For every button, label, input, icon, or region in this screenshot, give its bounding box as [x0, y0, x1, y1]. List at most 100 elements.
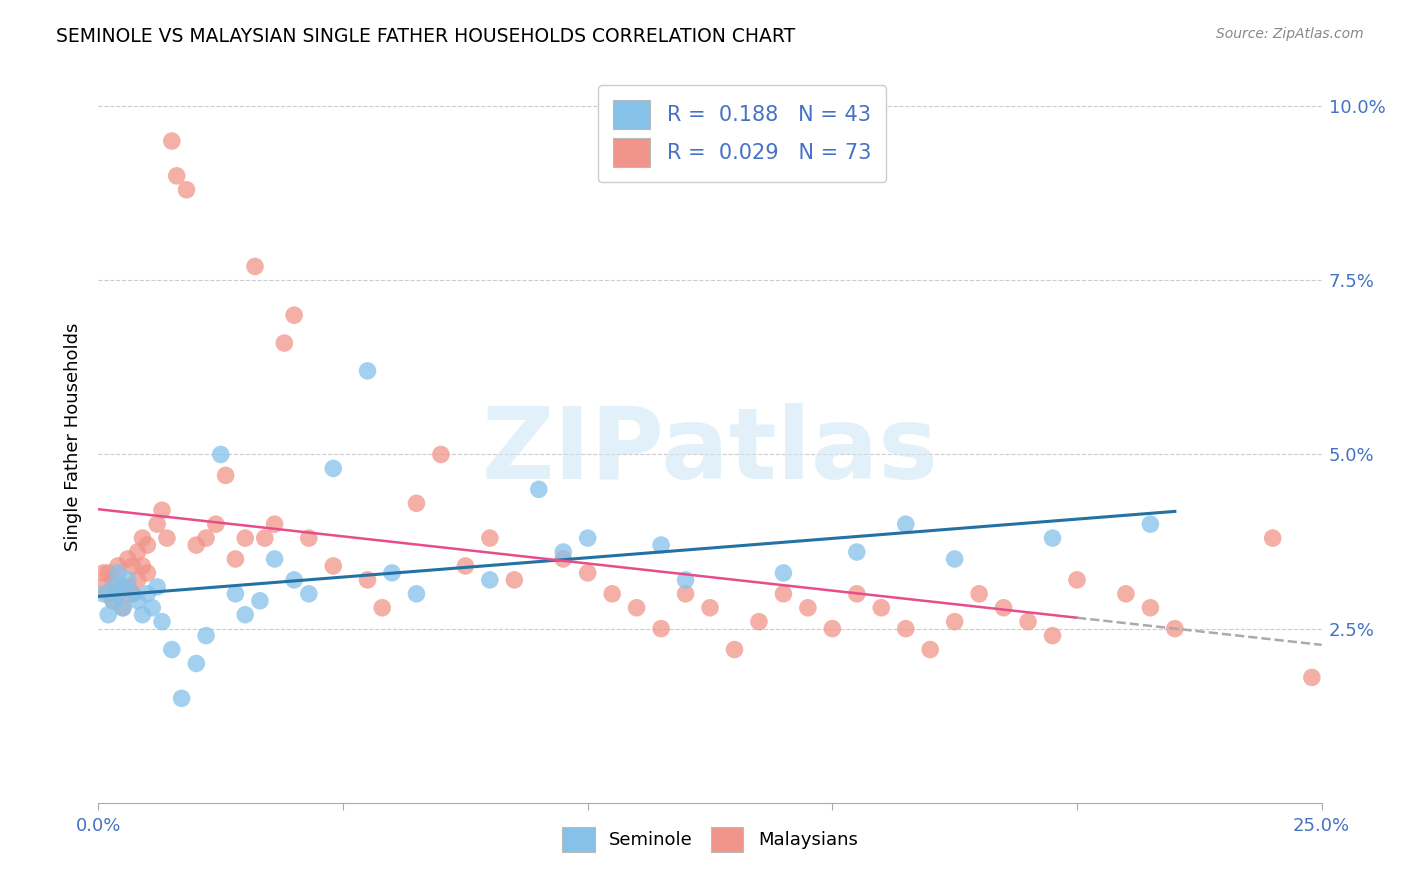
- Point: [121, 587, 143, 601]
- Point: [233, 531, 256, 545]
- Point: [224, 587, 246, 601]
- Point: [1139, 600, 1161, 615]
- Point: [214, 468, 236, 483]
- Point: [243, 260, 266, 274]
- Point: [298, 531, 321, 545]
- Point: [322, 558, 344, 573]
- Point: [478, 531, 501, 545]
- Point: [845, 587, 868, 601]
- Point: [127, 594, 149, 608]
- Point: [101, 594, 124, 608]
- Point: [136, 566, 159, 580]
- Point: [870, 600, 893, 615]
- Point: [101, 580, 124, 594]
- Point: [748, 615, 770, 629]
- Point: [150, 503, 173, 517]
- Point: [356, 364, 378, 378]
- Legend: Seminole, Malaysians: Seminole, Malaysians: [555, 820, 865, 860]
- Point: [97, 607, 120, 622]
- Point: [1042, 629, 1064, 643]
- Point: [186, 538, 208, 552]
- Point: [195, 629, 218, 643]
- Text: SEMINOLE VS MALAYSIAN SINGLE FATHER HOUSEHOLDS CORRELATION CHART: SEMINOLE VS MALAYSIAN SINGLE FATHER HOUS…: [56, 27, 796, 45]
- Point: [626, 600, 648, 615]
- Point: [298, 587, 321, 601]
- Point: [845, 545, 868, 559]
- Point: [1261, 531, 1284, 545]
- Point: [195, 531, 218, 545]
- Point: [107, 587, 129, 601]
- Point: [131, 558, 153, 573]
- Point: [127, 545, 149, 559]
- Point: [675, 587, 697, 601]
- Point: [107, 587, 129, 601]
- Point: [186, 657, 208, 671]
- Point: [136, 587, 159, 601]
- Point: [405, 587, 427, 601]
- Point: [920, 642, 942, 657]
- Point: [894, 622, 917, 636]
- Point: [91, 580, 114, 594]
- Point: [263, 552, 285, 566]
- Point: [131, 531, 153, 545]
- Point: [797, 600, 820, 615]
- Point: [371, 600, 394, 615]
- Point: [1139, 517, 1161, 532]
- Point: [772, 566, 794, 580]
- Point: [322, 461, 344, 475]
- Point: [111, 600, 134, 615]
- Point: [170, 691, 193, 706]
- Point: [1017, 615, 1039, 629]
- Point: [675, 573, 697, 587]
- Point: [117, 580, 139, 594]
- Point: [1066, 573, 1088, 587]
- Point: [1164, 622, 1187, 636]
- Point: [176, 183, 198, 197]
- Point: [131, 607, 153, 622]
- Point: [160, 134, 183, 148]
- Point: [205, 517, 228, 532]
- Point: [1115, 587, 1137, 601]
- Point: [156, 531, 179, 545]
- Point: [111, 580, 134, 594]
- Point: [553, 552, 575, 566]
- Point: [1042, 531, 1064, 545]
- Point: [405, 496, 427, 510]
- Point: [772, 587, 794, 601]
- Point: [91, 566, 114, 580]
- Point: [723, 642, 745, 657]
- Text: Source: ZipAtlas.com: Source: ZipAtlas.com: [1216, 27, 1364, 41]
- Point: [600, 587, 623, 601]
- Point: [263, 517, 285, 532]
- Text: ZIPatlas: ZIPatlas: [482, 403, 938, 500]
- Point: [283, 308, 305, 322]
- Point: [253, 531, 276, 545]
- Point: [97, 587, 120, 601]
- Point: [943, 552, 966, 566]
- Point: [503, 573, 526, 587]
- Point: [121, 558, 143, 573]
- Point: [381, 566, 404, 580]
- Point: [454, 558, 477, 573]
- Point: [107, 558, 129, 573]
- Point: [967, 587, 990, 601]
- Point: [127, 573, 149, 587]
- Point: [650, 538, 672, 552]
- Point: [150, 615, 173, 629]
- Point: [478, 573, 501, 587]
- Point: [233, 607, 256, 622]
- Point: [107, 566, 129, 580]
- Point: [650, 622, 672, 636]
- Point: [111, 580, 134, 594]
- Point: [1301, 670, 1323, 684]
- Point: [576, 566, 599, 580]
- Point: [101, 573, 124, 587]
- Point: [249, 594, 271, 608]
- Point: [821, 622, 844, 636]
- Point: [160, 642, 183, 657]
- Point: [121, 587, 143, 601]
- Point: [111, 600, 134, 615]
- Point: [576, 531, 599, 545]
- Point: [97, 566, 120, 580]
- Point: [943, 615, 966, 629]
